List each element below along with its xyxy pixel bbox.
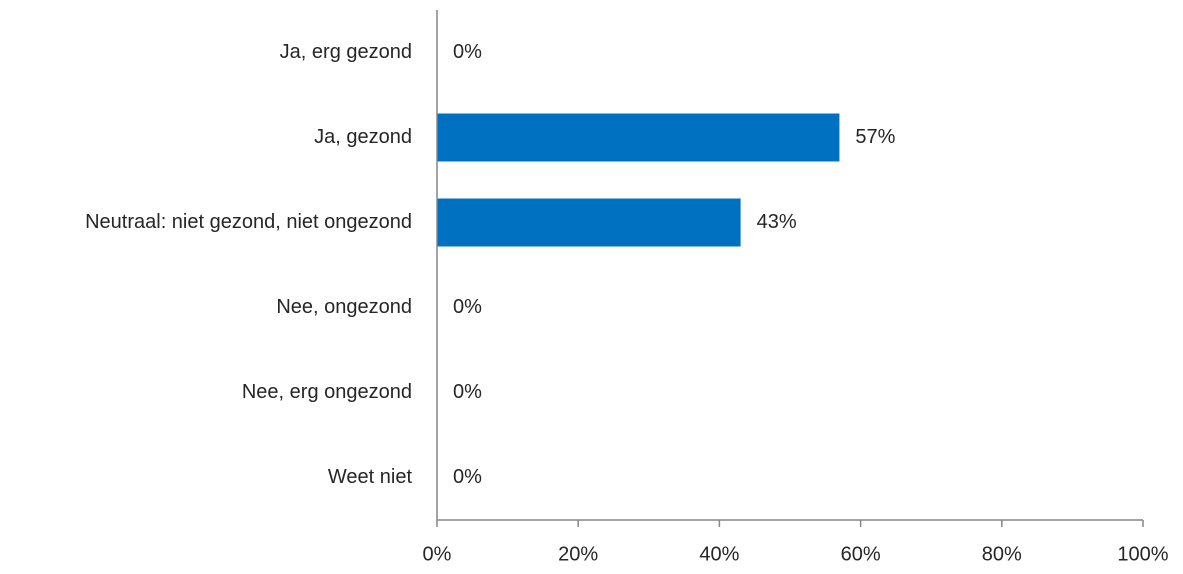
category-label-0: Ja, erg gezond: [280, 41, 412, 63]
x-tick-label-5: 100%: [1117, 543, 1168, 565]
x-tick-label-2: 40%: [699, 543, 739, 565]
value-label-1: 57%: [855, 126, 895, 148]
category-label-5: Weet niet: [328, 466, 413, 488]
value-label-2: 43%: [757, 211, 797, 233]
category-label-4: Nee, erg ongezond: [242, 381, 412, 403]
value-labels-group: 0% 57% 43% 0% 0% 0%: [453, 41, 896, 488]
x-tick-label-0: 0%: [423, 543, 452, 565]
x-tick-label-1: 20%: [558, 543, 598, 565]
value-label-3: 0%: [453, 296, 482, 318]
category-label-2: Neutraal: niet gezond, niet ongezond: [85, 211, 412, 233]
x-tick-label-4: 80%: [982, 543, 1022, 565]
category-label-3: Nee, ongezond: [276, 296, 412, 318]
value-label-4: 0%: [453, 381, 482, 403]
bars-group: [437, 113, 840, 247]
value-label-5: 0%: [453, 466, 482, 488]
axes-group: [436, 10, 1144, 527]
category-labels-group: Ja, erg gezond Ja, gezond Neutraal: niet g…: [85, 41, 412, 488]
bar-1: [437, 113, 840, 162]
bar-2: [437, 198, 741, 247]
x-tick-labels-group: 0% 20% 40% 60% 80% 100%: [423, 543, 1169, 565]
category-label-1: Ja, gezond: [314, 126, 412, 148]
x-tick-label-3: 60%: [841, 543, 881, 565]
value-label-0: 0%: [453, 41, 482, 63]
